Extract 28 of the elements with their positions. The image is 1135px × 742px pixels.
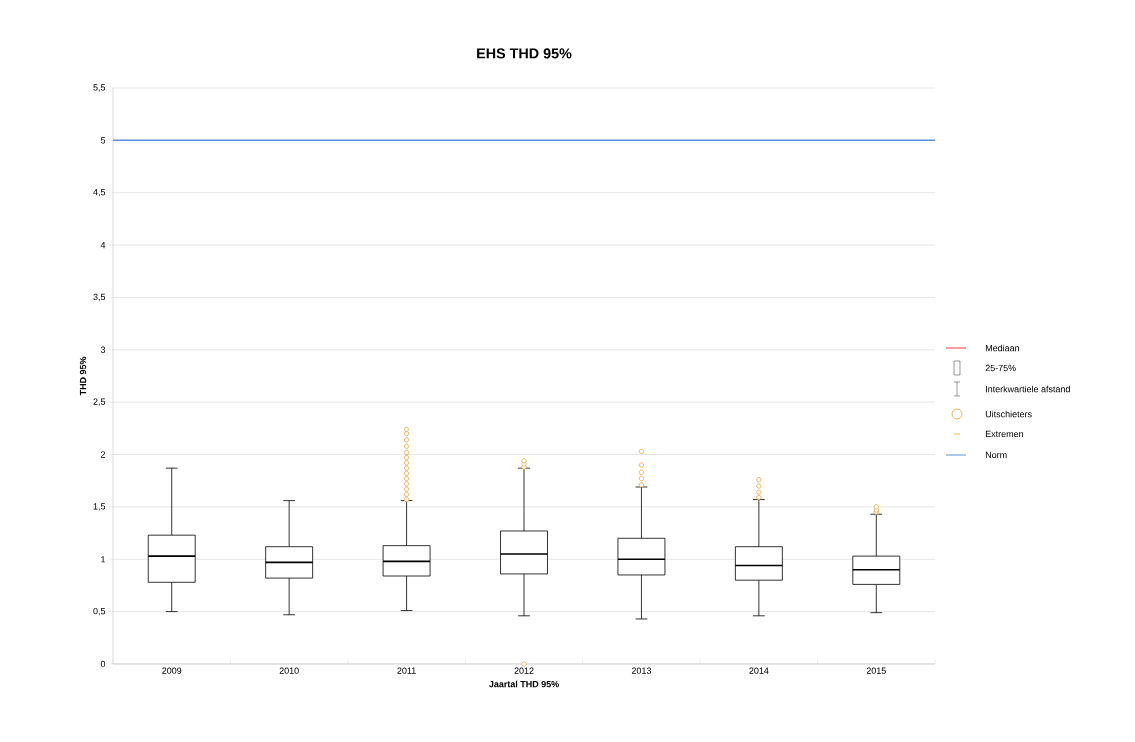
y-tick-label: 1 bbox=[101, 556, 106, 563]
y-tick-label: 2,5 bbox=[93, 398, 106, 406]
y-tick-label: 3,5 bbox=[93, 293, 106, 302]
y-tick-label: 4 bbox=[100, 241, 106, 249]
x-tick-label: 2009 bbox=[162, 667, 182, 674]
text: 25-75% bbox=[985, 364, 1016, 372]
text: Uitschieters bbox=[985, 410, 1032, 418]
chart-title: EHS THD 95% bbox=[477, 48, 572, 59]
x-tick-label: 2012 bbox=[514, 667, 534, 674]
legend-label: Norm bbox=[985, 451, 1007, 459]
x-tick-label: 2014 bbox=[749, 667, 769, 674]
x-axis-title: Jaartal THD 95% bbox=[489, 680, 559, 688]
text: Interkwartiele afstand bbox=[986, 385, 1070, 393]
y-tick-label: 5,5 bbox=[93, 84, 106, 92]
x-tick-label: 2013 bbox=[631, 667, 652, 674]
y-axis-title: THD 95% bbox=[79, 356, 87, 396]
y-tick-label: 4,5 bbox=[93, 189, 106, 197]
y-tick-label: 2 bbox=[100, 451, 106, 458]
x-tick-label: 2011 bbox=[397, 667, 416, 674]
x-tick-label: 2010 bbox=[279, 667, 299, 674]
text: Extremen bbox=[985, 430, 1023, 438]
text: Mediaan bbox=[985, 344, 1020, 352]
y-tick-label: 0,5 bbox=[93, 607, 106, 616]
y-tick-label: 3 bbox=[100, 346, 106, 353]
y-tick-label: 0 bbox=[100, 660, 106, 668]
y-tick-label: 1,5 bbox=[93, 503, 106, 511]
y-tick-label: 5 bbox=[100, 137, 106, 144]
x-tick-label: 2015 bbox=[866, 667, 886, 674]
